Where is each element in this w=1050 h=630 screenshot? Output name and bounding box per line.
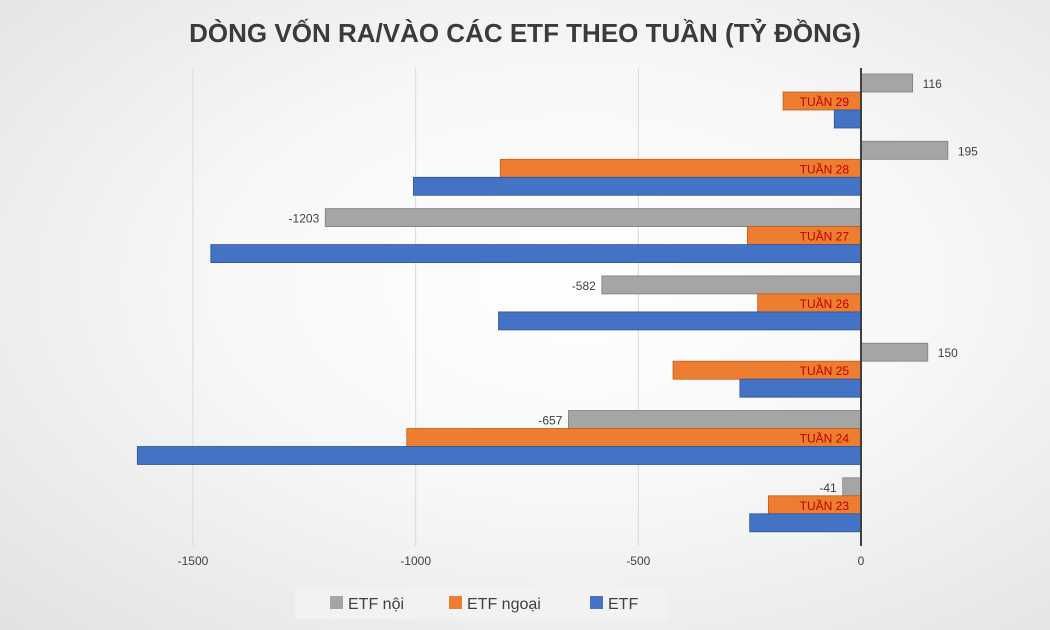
- bar-etf: [136, 446, 862, 465]
- category-label: TUẦN 23: [800, 498, 850, 513]
- x-tick-label: 0: [858, 554, 865, 568]
- bar-etf-nội: [860, 342, 929, 362]
- x-tick-labels: -1500 -1000 -500 0: [178, 554, 865, 568]
- data-label: -41: [819, 481, 837, 495]
- category-label: TUẦN 29: [800, 94, 850, 109]
- legend[interactable]: ETF nội ETF ngoại ETF: [295, 587, 668, 619]
- bar-etf-nội: [324, 208, 862, 228]
- bar-etf-nội: [860, 73, 914, 93]
- bar-etf: [833, 109, 862, 129]
- x-tick-label: -1500: [178, 554, 209, 568]
- legend-entry[interactable]: ETF nội: [348, 596, 404, 613]
- bar-etf: [498, 311, 862, 331]
- bar-etf-nội: [860, 140, 949, 160]
- legend-swatch-etf: [590, 596, 603, 609]
- data-label: -582: [572, 279, 596, 293]
- bar-etf: [739, 378, 862, 398]
- grid: [192, 68, 639, 546]
- legend-swatch-etf-ngoại: [449, 596, 462, 609]
- chart-title: DÒNG VỐN RA/VÀO CÁC ETF THEO TUẦN (TỶ ĐỒ…: [189, 18, 861, 48]
- data-label: -657: [538, 414, 562, 428]
- data-label: -1203: [289, 212, 320, 226]
- bar-etf-nội: [842, 477, 862, 497]
- bar-etf-ngoại: [406, 428, 862, 447]
- legend-swatch-etf-nội: [330, 596, 343, 609]
- category-label: TUẦN 26: [800, 296, 850, 311]
- data-label: 195: [958, 144, 978, 158]
- legend-entry[interactable]: ETF ngoại: [467, 596, 541, 613]
- bar-etf-nội: [601, 275, 862, 295]
- legend-entry[interactable]: ETF: [608, 596, 638, 613]
- bars: 116 TUẦN 29 195 TUẦN 28 -1203 TUẦN 27 -582 TUẦN…: [136, 73, 978, 533]
- legend-box: [295, 587, 668, 619]
- category-label: TUẦN 27: [800, 229, 850, 244]
- bar-etf-nội: [568, 410, 862, 429]
- category-label: TUẦN 25: [800, 363, 850, 378]
- bar-etf: [210, 244, 862, 264]
- category-label: TUẦN 28: [800, 161, 850, 176]
- data-label: 116: [923, 77, 942, 91]
- bar-etf: [413, 176, 862, 196]
- x-tick-label: -1000: [400, 554, 431, 568]
- category-label: TUẦN 24: [800, 431, 850, 446]
- bar-etf: [749, 513, 862, 533]
- data-label: 150: [938, 346, 958, 360]
- x-tick-label: -500: [626, 554, 650, 568]
